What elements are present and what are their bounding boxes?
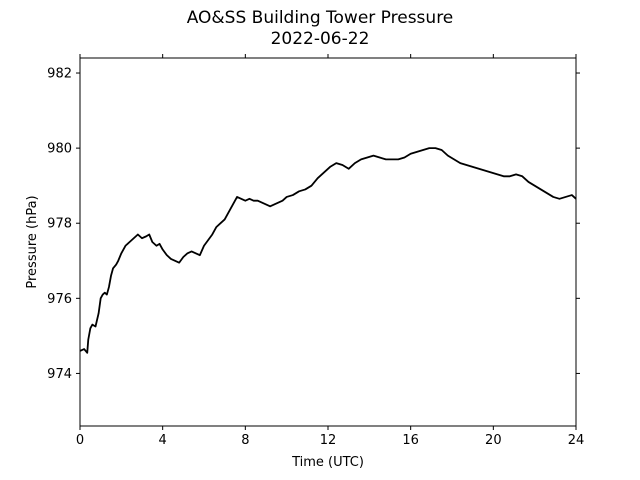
y-axis-label: Pressure (hPa) <box>25 195 40 288</box>
x-tick-label: 4 <box>159 433 167 448</box>
x-axis-ticks: 0 4 8 12 16 20 24 <box>76 54 584 448</box>
y-tick-label: 980 <box>47 142 72 157</box>
pressure-series-line <box>79 147 577 354</box>
x-tick-label: 0 <box>76 433 84 448</box>
x-tick-label: 20 <box>485 433 502 448</box>
chart-title: AO&SS Building Tower Pressure <box>186 8 454 28</box>
x-tick-label: 24 <box>568 433 585 448</box>
chart-subtitle: 2022-06-22 <box>270 29 370 49</box>
x-axis-label: Time (UTC) <box>291 455 364 470</box>
plot-frame <box>79 57 577 427</box>
x-tick-label: 16 <box>402 433 419 448</box>
y-axis-ticks: 974 976 978 980 982 <box>47 67 580 382</box>
y-tick-label: 976 <box>47 292 72 307</box>
x-tick-label: 12 <box>320 433 337 448</box>
y-tick-label: 978 <box>47 217 72 232</box>
y-tick-label: 982 <box>47 67 72 82</box>
y-tick-label: 974 <box>47 367 72 382</box>
x-tick-label: 8 <box>241 433 249 448</box>
